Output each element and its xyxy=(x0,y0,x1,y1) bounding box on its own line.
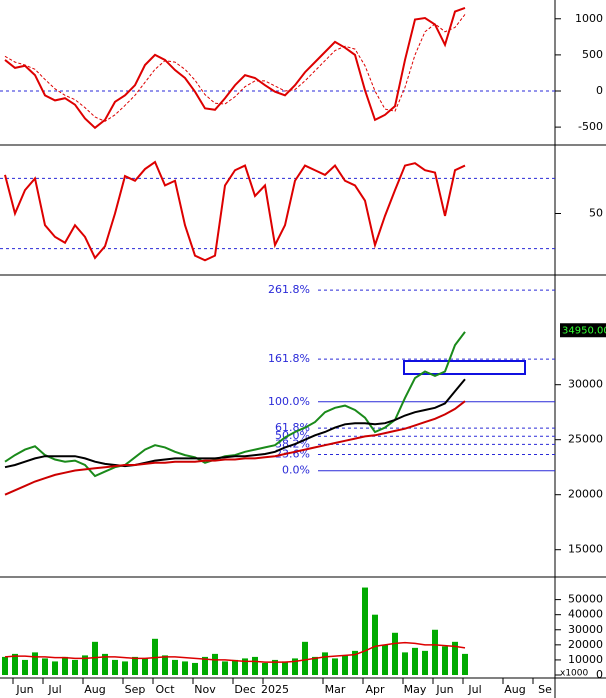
volume-bar xyxy=(382,644,388,675)
series-line xyxy=(4,7,466,130)
volume-bar xyxy=(102,653,108,675)
volume-bar xyxy=(142,658,148,675)
x-tick-label: Aug xyxy=(504,683,525,696)
y-tick-label: 0 xyxy=(596,84,603,97)
volume-bar xyxy=(52,661,58,675)
volume-bar xyxy=(262,662,268,675)
volume-bar xyxy=(172,659,178,675)
series-line xyxy=(4,641,466,663)
volume-bar xyxy=(412,647,418,675)
y-tick-label: 20000 xyxy=(568,488,603,501)
x-tick-label: Oct xyxy=(155,683,175,696)
y-tick-label: 50 xyxy=(589,207,603,220)
volume-bar xyxy=(462,653,468,675)
volume-bar xyxy=(22,659,28,675)
volume-bar xyxy=(362,587,368,675)
last-price-label: 34950.00 xyxy=(562,325,606,336)
fib-label: 100.0% xyxy=(268,395,310,408)
volume-bar xyxy=(32,652,38,675)
last-price-box xyxy=(560,323,606,338)
y-tick-label: 15000 xyxy=(568,543,603,556)
x-tick-label: Se xyxy=(538,683,552,696)
volume-bar xyxy=(42,658,48,675)
x-tick-label: Jul xyxy=(47,683,61,696)
x-tick-label: 2025 xyxy=(261,683,289,696)
x-tick-label: Sep xyxy=(125,683,146,696)
volume-bar xyxy=(352,650,358,675)
volume-bar xyxy=(372,614,378,675)
x-tick-label: Nov xyxy=(194,683,216,696)
unit-label: x1000 xyxy=(560,669,589,679)
y-tick-label: 30000 xyxy=(568,378,603,391)
x-tick-label: Apr xyxy=(365,683,385,696)
x-tick-label: Jun xyxy=(435,683,453,696)
volume-bar xyxy=(282,661,288,675)
series-line xyxy=(4,400,466,496)
y-tick-label: 50000 xyxy=(568,593,603,606)
volume-bar xyxy=(222,661,228,675)
volume-bar xyxy=(122,661,128,675)
volume-bar xyxy=(312,656,318,675)
volume-bar xyxy=(182,661,188,675)
volume-bar xyxy=(112,659,118,675)
volume-bar xyxy=(72,659,78,675)
x-tick-label: Dec xyxy=(234,683,255,696)
volume-bar xyxy=(232,659,238,675)
volume-bar xyxy=(342,655,348,675)
y-tick-label: 40000 xyxy=(568,608,603,621)
volume-bar xyxy=(252,656,258,675)
y-tick-label: 20000 xyxy=(568,638,603,651)
fib-label: 261.8% xyxy=(268,283,310,296)
volume-bar xyxy=(242,658,248,675)
volume-bar xyxy=(452,641,458,675)
volume-bar xyxy=(212,653,218,675)
x-tick-label: Jun xyxy=(15,683,33,696)
x-tick-label: May xyxy=(404,683,427,696)
volume-bar xyxy=(432,629,438,675)
volume-bar xyxy=(392,632,398,675)
volume-bar xyxy=(152,638,158,675)
volume-bar xyxy=(302,641,308,675)
volume-bar xyxy=(272,659,278,675)
fib-label: 61.8% xyxy=(275,421,310,434)
volume-bar xyxy=(92,641,98,675)
volume-bar xyxy=(2,656,8,675)
y-tick-label: -500 xyxy=(578,120,603,133)
y-tick-label: 10000 xyxy=(568,653,603,666)
x-tick-label: Aug xyxy=(84,683,105,696)
volume-bar xyxy=(322,652,328,675)
series-line xyxy=(4,378,466,469)
y-tick-label: 25000 xyxy=(568,433,603,446)
y-tick-label: 30000 xyxy=(568,623,603,636)
series-line xyxy=(4,160,466,262)
y-tick-label: 500 xyxy=(582,48,603,61)
volume-bar xyxy=(62,656,68,675)
volume-bar xyxy=(422,650,428,675)
volume-bar xyxy=(12,653,18,675)
x-tick-label: Mar xyxy=(325,683,346,696)
fib-label: 0.0% xyxy=(282,464,310,477)
x-tick-label: Jul xyxy=(467,683,481,696)
volume-bar xyxy=(162,655,168,675)
fib-label: 161.8% xyxy=(268,352,310,365)
volume-bar xyxy=(292,658,298,675)
volume-bar xyxy=(132,656,138,675)
volume-bar xyxy=(202,656,208,675)
highlight-box xyxy=(403,360,526,375)
series-line xyxy=(4,14,466,122)
volume-bar xyxy=(442,646,448,675)
y-tick-label: 0 xyxy=(596,668,603,681)
series-line xyxy=(4,331,466,478)
volume-bar xyxy=(402,652,408,675)
volume-bar xyxy=(332,658,338,675)
y-tick-label: 1000 xyxy=(575,12,603,25)
volume-bar xyxy=(192,662,198,675)
volume-bar xyxy=(82,655,88,675)
